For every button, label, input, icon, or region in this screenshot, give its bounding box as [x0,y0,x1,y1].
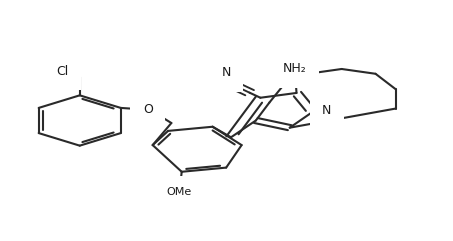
Text: Cl: Cl [56,65,68,78]
Text: O: O [143,103,153,116]
Text: N: N [222,66,231,79]
Text: OMe: OMe [167,187,192,197]
Text: N: N [322,104,332,117]
Text: NH₂: NH₂ [282,62,306,75]
